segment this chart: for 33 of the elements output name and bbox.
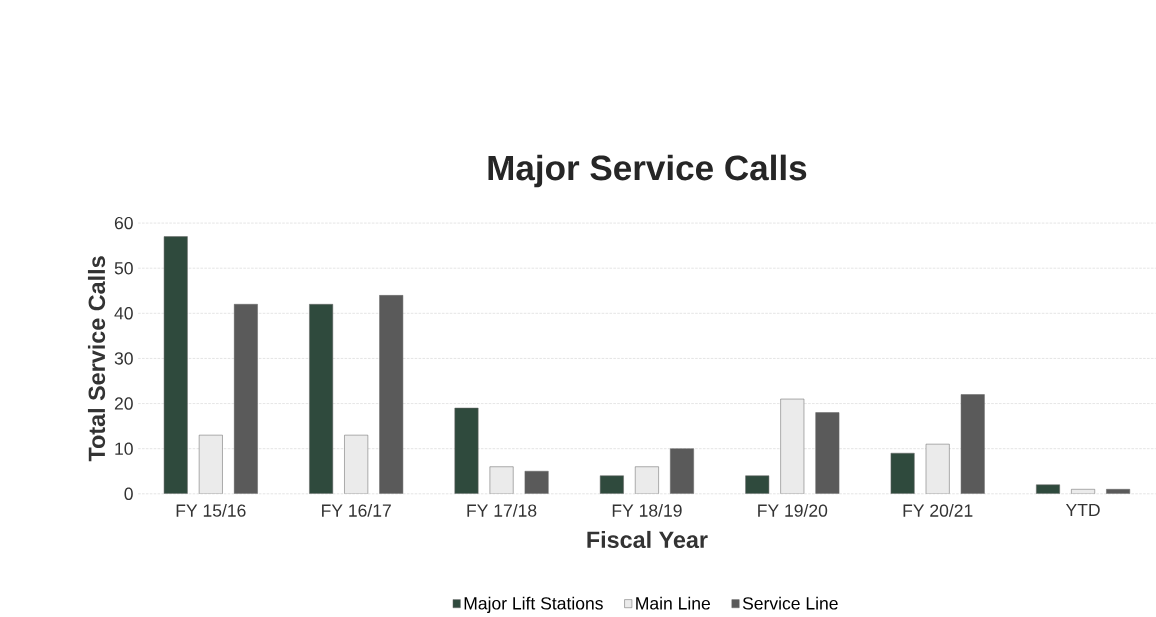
x-tick-label: YTD: [1065, 504, 1100, 517]
y-tick-label: 50: [114, 262, 133, 275]
bar: [198, 435, 223, 495]
legend-label: Major Lift Stations: [464, 596, 603, 614]
x-tick-label: FY 20/21: [903, 504, 973, 518]
y-tick-label: 60: [114, 217, 133, 230]
bar: [925, 444, 950, 495]
chart-title: Major Service Calls: [488, 154, 807, 188]
y-tick-label: 20: [114, 397, 133, 410]
x-axis-title: Fiscal Year: [587, 531, 708, 549]
legend-label: Service Line: [742, 596, 838, 610]
bar: [890, 453, 915, 495]
bar: [454, 408, 479, 495]
x-tick-label: FY 16/17: [322, 504, 391, 518]
y-axis-title: Total Service Calls: [87, 256, 106, 462]
bar: [1036, 484, 1060, 495]
y-tick-label: 30: [114, 352, 133, 365]
bar: [489, 466, 514, 495]
legend-label: Main Line: [636, 596, 710, 610]
x-tick-label: FY 15/16: [176, 504, 246, 518]
bar: [309, 304, 334, 495]
bar: [745, 475, 770, 495]
y-tick-label: 10: [115, 442, 133, 456]
x-tick-label: FY 19/20: [758, 504, 828, 518]
x-tick-label: FY 18/19: [612, 504, 682, 518]
x-tick-label: FY 17/18: [467, 504, 537, 518]
bar: [599, 475, 624, 495]
y-tick-label: 0: [124, 487, 133, 501]
bar: [344, 435, 369, 495]
bar: [163, 236, 188, 495]
bar: [780, 399, 805, 495]
bar: [634, 466, 659, 495]
y-tick-label: 40: [114, 307, 133, 320]
